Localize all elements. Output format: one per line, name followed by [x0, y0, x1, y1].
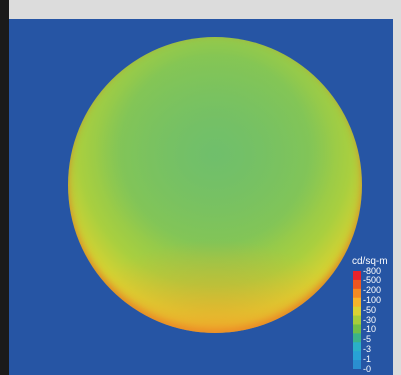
colorbar-segment: [353, 306, 361, 317]
colorbar-segment: [353, 279, 361, 290]
colorbar-tick-label: -5: [363, 334, 372, 345]
colorbar-segment: [353, 324, 361, 334]
colorbar-tick-label: -500: [363, 275, 382, 286]
left-border: [0, 0, 9, 375]
colorbar-tick-label: -30: [363, 314, 377, 325]
colorbar-segment: [353, 333, 361, 343]
luminance-dome: [68, 37, 362, 333]
colorbar-tick-label: -1: [363, 353, 372, 364]
colorbar-tick-label: -200: [363, 285, 382, 296]
colorbar-segment: [353, 351, 361, 361]
colorbar-tick-label: -800: [363, 265, 382, 276]
colorbar-tick-label: -50: [363, 304, 377, 315]
colorbar-segment: [353, 297, 361, 308]
colorbar-segment: [353, 288, 361, 299]
colorbar-segment: [353, 315, 361, 325]
colorbar-segment: [353, 360, 361, 369]
colorbar-tick-label: -0: [363, 363, 372, 374]
colorbar-tick-label: -100: [363, 294, 382, 305]
colorbar: [353, 271, 361, 369]
colorbar-tick-label: -3: [363, 343, 372, 354]
colorbar-segment: [353, 342, 361, 352]
colorbar-unit-label: cd/sq-m: [352, 256, 388, 267]
colorbar-segment: [353, 271, 361, 281]
colorbar-tick-label: -10: [363, 324, 377, 335]
luminance-map: cd/sq-m -800 -500 -200 -100 -50 -30 -10 -5 -3 -1-…: [9, 19, 393, 375]
